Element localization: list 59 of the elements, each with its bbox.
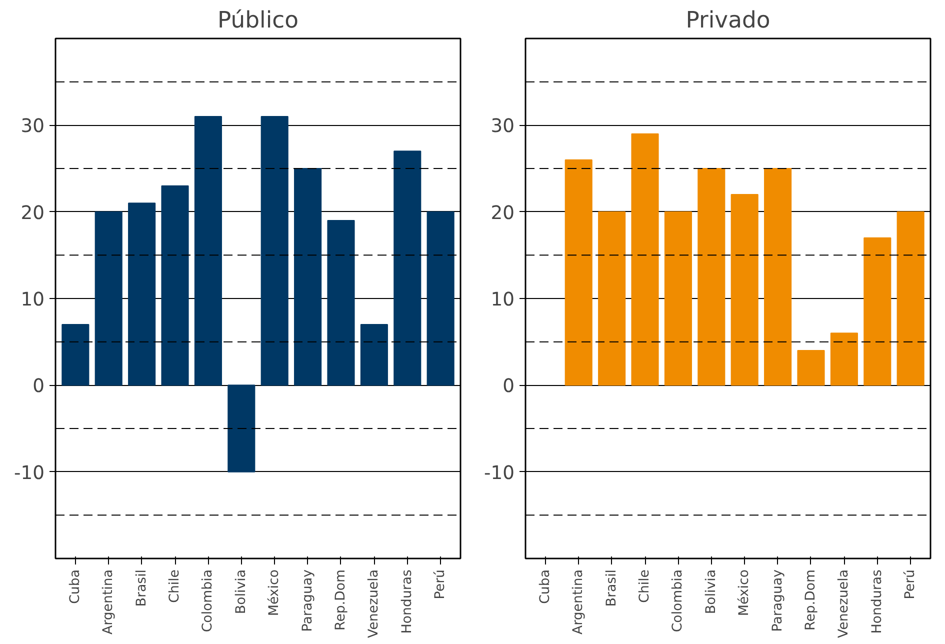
y-tick-label: 10: [20, 290, 45, 310]
y-tick-label: 30: [20, 116, 45, 138]
y-tick-label: 0: [32, 376, 45, 398]
x-tick-label: Colombia: [670, 569, 686, 632]
x-tick-label: México: [267, 569, 282, 616]
x-tick-label: México: [737, 569, 752, 616]
bar: [764, 168, 792, 386]
x-tick-label: Honduras: [400, 569, 415, 634]
x-tick-label: Bolivia: [234, 569, 249, 614]
x-tick-label: Brasil: [134, 570, 150, 607]
x-tick-label: Colombia: [200, 569, 216, 632]
x-tick-label: Rep.Dom: [333, 569, 348, 630]
y-tick-label: 10: [490, 290, 515, 310]
x-tick-label: Perú: [433, 569, 448, 600]
bar: [194, 116, 222, 386]
bar: [161, 185, 189, 386]
x-tick-label: Honduras: [870, 569, 885, 634]
bar: [864, 237, 892, 386]
x-tick-label: Venezuela: [366, 569, 382, 638]
x-tick-label: Paraguay: [770, 569, 786, 632]
bar: [664, 211, 692, 386]
x-tick-label: Rep.Dom: [803, 569, 818, 630]
x-tick-label: Argentina: [571, 570, 586, 635]
bar: [797, 350, 825, 386]
bar: [730, 194, 758, 386]
x-tick-label: Bolivia: [704, 569, 719, 614]
y-tick-label: -10: [484, 462, 515, 484]
x-tick-label: Chile: [168, 570, 183, 603]
y-tick-label: 30: [490, 116, 515, 138]
y-tick-label: 20: [490, 202, 515, 224]
bar: [94, 211, 122, 386]
bar: [698, 168, 726, 386]
y-tick-label: 0: [502, 376, 515, 398]
bar: [327, 220, 355, 386]
bar: [598, 211, 626, 386]
bar: [294, 168, 322, 386]
x-tick-label: Argentina: [101, 570, 116, 635]
y-tick-label: -10: [14, 462, 45, 484]
bar: [260, 116, 288, 386]
bar: [830, 332, 858, 386]
y-tick-label: 20: [20, 202, 45, 224]
x-tick-label: Chile: [638, 570, 653, 603]
x-tick-label: Brasil: [604, 570, 620, 607]
x-tick-label: Venezuela: [836, 569, 852, 638]
bar: [360, 324, 388, 386]
x-tick-label: Perú: [903, 569, 918, 600]
bar: [394, 150, 422, 386]
bar: [426, 211, 454, 386]
bar: [631, 133, 659, 386]
bar: [62, 324, 90, 386]
x-tick-label: Cuba: [538, 569, 553, 604]
chart-title: Público: [218, 8, 298, 34]
bar: [228, 384, 256, 472]
x-tick-label: Cuba: [68, 569, 83, 604]
bar: [896, 211, 924, 386]
chart-title: Privado: [686, 8, 770, 34]
bar: [564, 159, 592, 386]
bar: [128, 202, 156, 386]
x-tick-label: Paraguay: [300, 569, 316, 632]
